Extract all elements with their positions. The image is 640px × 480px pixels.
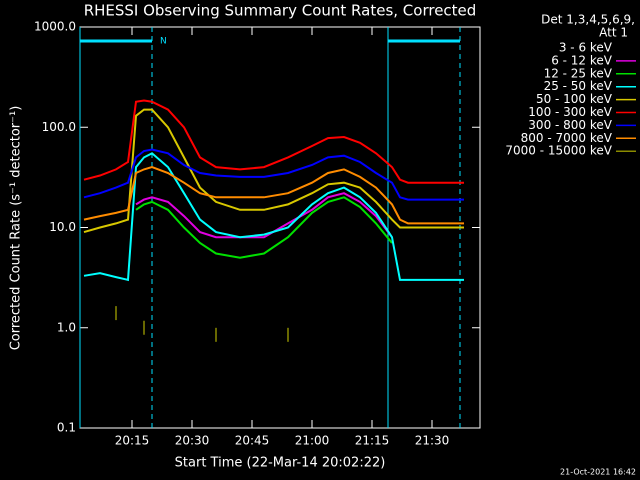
y-tick-label: 10.0 <box>49 220 76 234</box>
legend-label: 300 - 800 keV <box>528 118 612 132</box>
x-tick-label: 20:15 <box>115 434 150 448</box>
x-tick-label: 20:45 <box>235 434 270 448</box>
series-line <box>135 196 393 259</box>
legend-label: 3 - 6 keV <box>559 41 613 55</box>
series-line <box>83 108 464 234</box>
legend-header: Det 1,3,4,5,6,9, <box>541 13 635 27</box>
series-line <box>135 178 464 206</box>
series-line <box>83 148 464 201</box>
chart-title: RHESSI Observing Summary Count Rates, Co… <box>84 2 477 20</box>
legend-label: 50 - 100 keV <box>536 92 613 106</box>
series-line <box>83 152 464 282</box>
y-axis-label: Corrected Count Rate (s⁻¹ detector⁻¹) <box>9 106 24 351</box>
legend-header: Att 1 <box>599 26 628 40</box>
y-tick-label: 0.1 <box>57 421 76 435</box>
annotation: N <box>160 37 167 47</box>
footer: 21-Oct-2021 16:42 <box>560 468 636 477</box>
series-line <box>83 166 464 225</box>
y-tick-label: 100.0 <box>42 120 76 134</box>
legend-label: 12 - 25 keV <box>544 66 613 80</box>
legend-label: 100 - 300 keV <box>528 105 612 119</box>
x-tick-label: 20:30 <box>175 434 210 448</box>
x-tick-label: 21:15 <box>355 434 390 448</box>
x-tick-label: 21:00 <box>295 434 330 448</box>
legend-label: 6 - 12 keV <box>551 53 613 67</box>
y-tick-label: 1.0 <box>57 320 76 334</box>
legend-label: 7000 - 15000 keV <box>505 144 612 158</box>
legend-label: 800 - 7000 keV <box>521 131 613 145</box>
legend-label: 25 - 50 keV <box>544 79 613 93</box>
x-axis-label: Start Time (22-Mar-14 20:02:22) <box>175 456 386 471</box>
y-tick-label: 1000.0 <box>34 20 76 34</box>
series-line <box>83 99 464 184</box>
series-line <box>135 192 393 239</box>
x-tick-label: 21:30 <box>415 434 450 448</box>
